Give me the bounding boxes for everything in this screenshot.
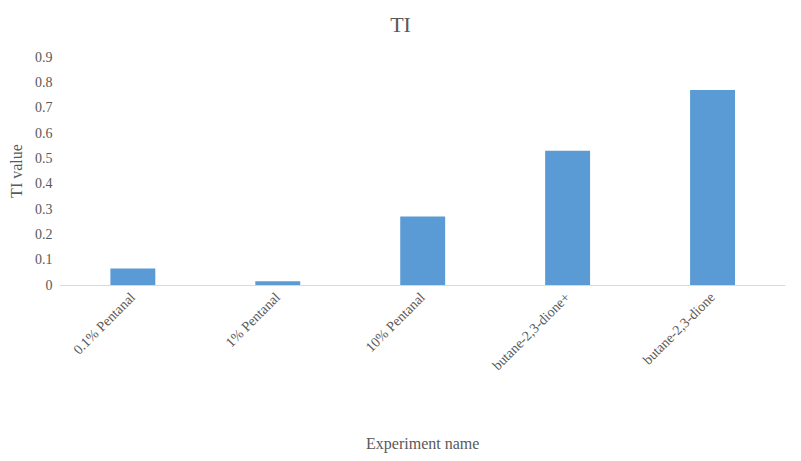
svg-text:butane-2,3-dione+: butane-2,3-dione+ — [489, 290, 573, 374]
svg-text:0.1% Pentanal: 0.1% Pentanal — [70, 290, 138, 358]
svg-text:0.8: 0.8 — [35, 75, 53, 90]
svg-text:0.5: 0.5 — [35, 151, 53, 166]
svg-text:0.6: 0.6 — [35, 126, 53, 141]
svg-text:10% Pentanal: 10% Pentanal — [363, 290, 428, 355]
svg-text:Experiment name: Experiment name — [366, 435, 479, 453]
svg-text:0.1: 0.1 — [35, 252, 53, 267]
svg-text:TI value: TI value — [8, 144, 25, 198]
svg-text:0.4: 0.4 — [35, 176, 53, 191]
svg-text:0.3: 0.3 — [35, 202, 53, 217]
svg-text:0.7: 0.7 — [35, 100, 53, 115]
svg-text:butane-2,3-dione: butane-2,3-dione — [640, 290, 718, 368]
svg-text:0.2: 0.2 — [35, 227, 53, 242]
svg-text:TI: TI — [390, 12, 411, 37]
svg-text:0: 0 — [45, 278, 52, 293]
svg-text:0.9: 0.9 — [35, 50, 53, 65]
svg-text:1% Pentanal: 1% Pentanal — [223, 290, 283, 350]
